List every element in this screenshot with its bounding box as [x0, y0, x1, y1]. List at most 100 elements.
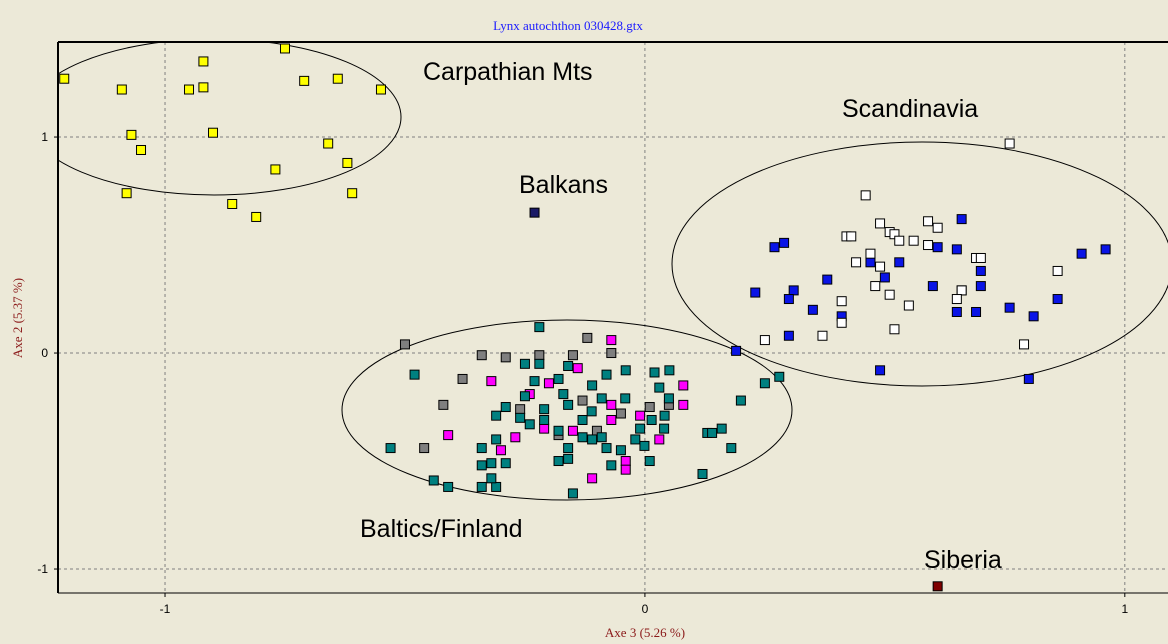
- point: [577, 432, 588, 443]
- point: [860, 190, 871, 201]
- point: [606, 414, 617, 425]
- point: [951, 294, 962, 305]
- point: [894, 257, 905, 268]
- point: [846, 231, 857, 242]
- point: [975, 265, 986, 276]
- point: [908, 235, 919, 246]
- point: [644, 456, 655, 467]
- point: [783, 294, 794, 305]
- point: [543, 378, 554, 389]
- point: [1023, 373, 1034, 384]
- point: [500, 458, 511, 469]
- point: [889, 324, 900, 335]
- point: [615, 408, 626, 419]
- point: [409, 369, 420, 380]
- point: [443, 430, 454, 441]
- point: [875, 365, 886, 376]
- point: [251, 211, 262, 222]
- point: [558, 389, 569, 400]
- point: [663, 393, 674, 404]
- point: [577, 395, 588, 406]
- point: [707, 427, 718, 438]
- point: [788, 285, 799, 296]
- point: [735, 395, 746, 406]
- point: [601, 443, 612, 454]
- point: [903, 300, 914, 311]
- point: [635, 410, 646, 421]
- point: [875, 261, 886, 272]
- point: [875, 218, 886, 229]
- point: [582, 332, 593, 343]
- point: [534, 322, 545, 333]
- point: [486, 458, 497, 469]
- point: [731, 345, 742, 356]
- point: [750, 287, 761, 298]
- point: [476, 460, 487, 471]
- chart-title: Lynx autochthon 030428.gtx: [493, 18, 643, 33]
- point: [620, 365, 631, 376]
- point: [491, 434, 502, 445]
- point: [1004, 138, 1015, 149]
- point: [606, 460, 617, 471]
- point: [884, 289, 895, 300]
- point: [59, 73, 70, 84]
- point: [375, 84, 386, 95]
- y-tick-label: -1: [37, 562, 48, 576]
- point: [865, 248, 876, 259]
- point: [476, 443, 487, 454]
- point: [495, 445, 506, 456]
- x-tick-label: -1: [160, 602, 171, 616]
- point: [932, 242, 943, 253]
- point: [1100, 244, 1111, 255]
- point: [620, 464, 631, 475]
- point: [529, 207, 540, 218]
- point: [208, 127, 219, 138]
- point: [774, 371, 785, 382]
- point: [567, 350, 578, 361]
- points: [59, 43, 1111, 592]
- point: [500, 402, 511, 413]
- point: [644, 402, 655, 413]
- point: [399, 339, 410, 350]
- point: [572, 363, 583, 374]
- point: [620, 456, 631, 467]
- point: [879, 272, 890, 283]
- point: [567, 488, 578, 499]
- point: [428, 475, 439, 486]
- ellipse: [671, 141, 1168, 387]
- point: [587, 473, 598, 484]
- point: [515, 412, 526, 423]
- point: [486, 473, 497, 484]
- point: [491, 481, 502, 492]
- point: [975, 281, 986, 292]
- y-tick-label: 1: [41, 130, 48, 144]
- point: [759, 335, 770, 346]
- point: [615, 445, 626, 456]
- x-tick-label: 1: [1121, 602, 1128, 616]
- point: [279, 43, 290, 54]
- point: [227, 198, 238, 209]
- point: [121, 188, 132, 199]
- point: [476, 350, 487, 361]
- point: [586, 406, 597, 417]
- point: [342, 157, 353, 168]
- point: [678, 399, 689, 410]
- point: [951, 306, 962, 317]
- point: [659, 423, 670, 434]
- point: [894, 235, 905, 246]
- point: [817, 330, 828, 341]
- point: [865, 257, 876, 268]
- annotation: Baltics/Finland: [360, 515, 523, 543]
- point: [726, 443, 737, 454]
- point: [678, 380, 689, 391]
- point: [332, 73, 343, 84]
- point: [659, 410, 670, 421]
- y-axis-label: Axe 2 (5.37 %): [10, 278, 25, 358]
- point: [587, 380, 598, 391]
- y-tick-label: 0: [41, 346, 48, 360]
- point: [563, 443, 574, 454]
- point: [664, 365, 675, 376]
- point: [563, 453, 574, 464]
- point: [822, 274, 833, 285]
